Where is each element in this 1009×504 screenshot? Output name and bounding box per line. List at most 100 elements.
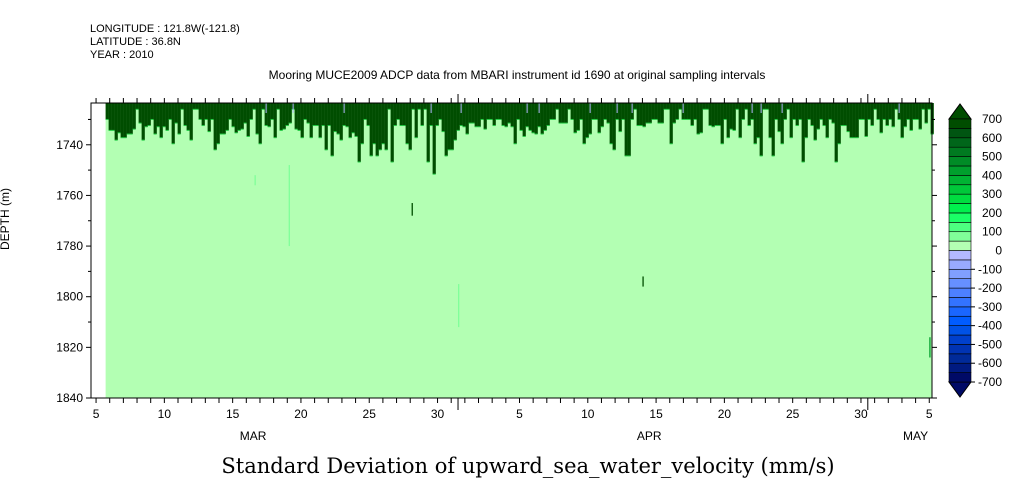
surface-layer-edge [573, 132, 577, 134]
negative-value-cell [292, 103, 294, 113]
surface-layer-edge [696, 133, 700, 135]
surface-layer-edge [315, 125, 319, 127]
surface-layer-edge [123, 137, 127, 139]
surface-layer-edge [474, 126, 478, 128]
surface-layer-cell [144, 103, 148, 127]
surface-layer-cell [717, 103, 721, 126]
surface-layer-edge [825, 137, 829, 139]
surface-layer-cell [753, 103, 757, 144]
colorbar-label: 600 [982, 131, 1002, 145]
y-tick-label: 1780 [56, 239, 83, 253]
surface-layer-cell [231, 103, 235, 127]
surface-layer-edge [462, 126, 466, 128]
surface-layer-edge [450, 149, 454, 151]
surface-layer-edge [162, 126, 166, 128]
surface-layer-cell [768, 103, 772, 138]
negative-value-cell [682, 103, 684, 113]
surface-layer-edge [231, 126, 235, 128]
surface-layer-edge [549, 118, 553, 120]
surface-layer-cell [906, 103, 910, 120]
surface-layer-edge [918, 128, 922, 130]
surface-layer-edge [405, 143, 409, 145]
surface-layer-cell [282, 103, 286, 130]
surface-layer-edge [873, 108, 877, 110]
surface-layer-cell [780, 103, 784, 144]
surface-layer-cell [432, 103, 436, 175]
surface-layer-cell [570, 103, 574, 120]
surface-layer-edge [783, 118, 787, 120]
surface-layer-edge [336, 133, 340, 135]
surface-layer-edge [687, 118, 691, 120]
surface-layer-cell [696, 103, 700, 135]
surface-layer-cell [654, 103, 658, 120]
surface-layer-cell [390, 103, 394, 162]
surface-layer-cell [792, 103, 796, 120]
surface-layer-cell [180, 103, 184, 110]
surface-layer-cell [513, 103, 517, 144]
surface-layer-edge [723, 118, 727, 120]
surface-layer-cell [627, 103, 631, 156]
surface-layer-cell [423, 103, 427, 110]
surface-layer-edge [753, 143, 757, 145]
surface-layer-edge [489, 118, 493, 120]
surface-layer-edge [237, 129, 241, 131]
surface-layer-cell [918, 103, 922, 130]
x-tick-label: 10 [581, 407, 595, 421]
negative-value-cell [538, 103, 540, 113]
surface-layer-edge [306, 122, 310, 124]
surface-layer-cell [594, 103, 598, 120]
surface-layer-edge [345, 126, 349, 128]
surface-layer-cell [795, 103, 799, 126]
surface-layer-edge [117, 132, 121, 134]
surface-layer-edge [483, 128, 487, 130]
surface-layer-cell [777, 103, 781, 132]
surface-layer-edge [369, 155, 373, 157]
surface-layer-edge [270, 118, 274, 120]
surface-layer-cell [672, 103, 676, 124]
surface-layer-cell [543, 103, 547, 131]
surface-layer-edge [804, 137, 808, 139]
surface-layer-cell [117, 103, 121, 133]
surface-layer-edge [705, 108, 709, 110]
surface-layer-cell [402, 103, 406, 126]
surface-layer-edge [159, 137, 163, 139]
surface-layer-cell [252, 103, 256, 110]
surface-layer-cell [552, 103, 556, 120]
colorbar-label: -200 [978, 281, 1002, 295]
surface-layer-edge [156, 126, 160, 128]
x-tick-label: 5 [516, 407, 523, 421]
surface-layer-cell [585, 103, 589, 138]
surface-layer-cell [294, 103, 298, 130]
surface-layer-edge [471, 122, 475, 124]
surface-layer-edge [300, 137, 304, 139]
surface-layer-edge [870, 125, 874, 127]
surface-layer-edge [507, 122, 511, 124]
surface-layer-cell [675, 103, 679, 120]
surface-layer-edge [540, 133, 544, 135]
surface-layer-cell [873, 103, 877, 110]
surface-layer-cell [186, 103, 190, 131]
surface-layer-edge [423, 108, 427, 110]
surface-layer-cell [258, 103, 262, 144]
colorbar-label: -400 [978, 319, 1002, 333]
surface-layer-edge [360, 143, 364, 145]
surface-layer-edge [627, 155, 631, 157]
surface-layer-edge [468, 122, 472, 124]
surface-layer-edge [234, 132, 238, 134]
surface-layer-edge [729, 128, 733, 130]
surface-layer-edge [477, 126, 481, 128]
x-tick-label: 20 [718, 407, 732, 421]
surface-layer-cell [657, 103, 661, 124]
surface-layer-cell [387, 103, 391, 110]
colorbar-label: -600 [978, 356, 1002, 370]
surface-layer-edge [675, 118, 679, 120]
surface-layer-edge [282, 128, 286, 130]
colorbar-label: 200 [982, 206, 1002, 220]
surface-layer-cell [189, 103, 193, 141]
surface-layer-edge [192, 108, 196, 110]
surface-layer-cell [153, 103, 157, 135]
x-axis-label: Standard Deviation of upward_sea_water_v… [221, 454, 835, 478]
surface-layer-cell [246, 103, 250, 137]
surface-layer-edge [321, 125, 325, 127]
surface-layer-cell [693, 103, 697, 120]
